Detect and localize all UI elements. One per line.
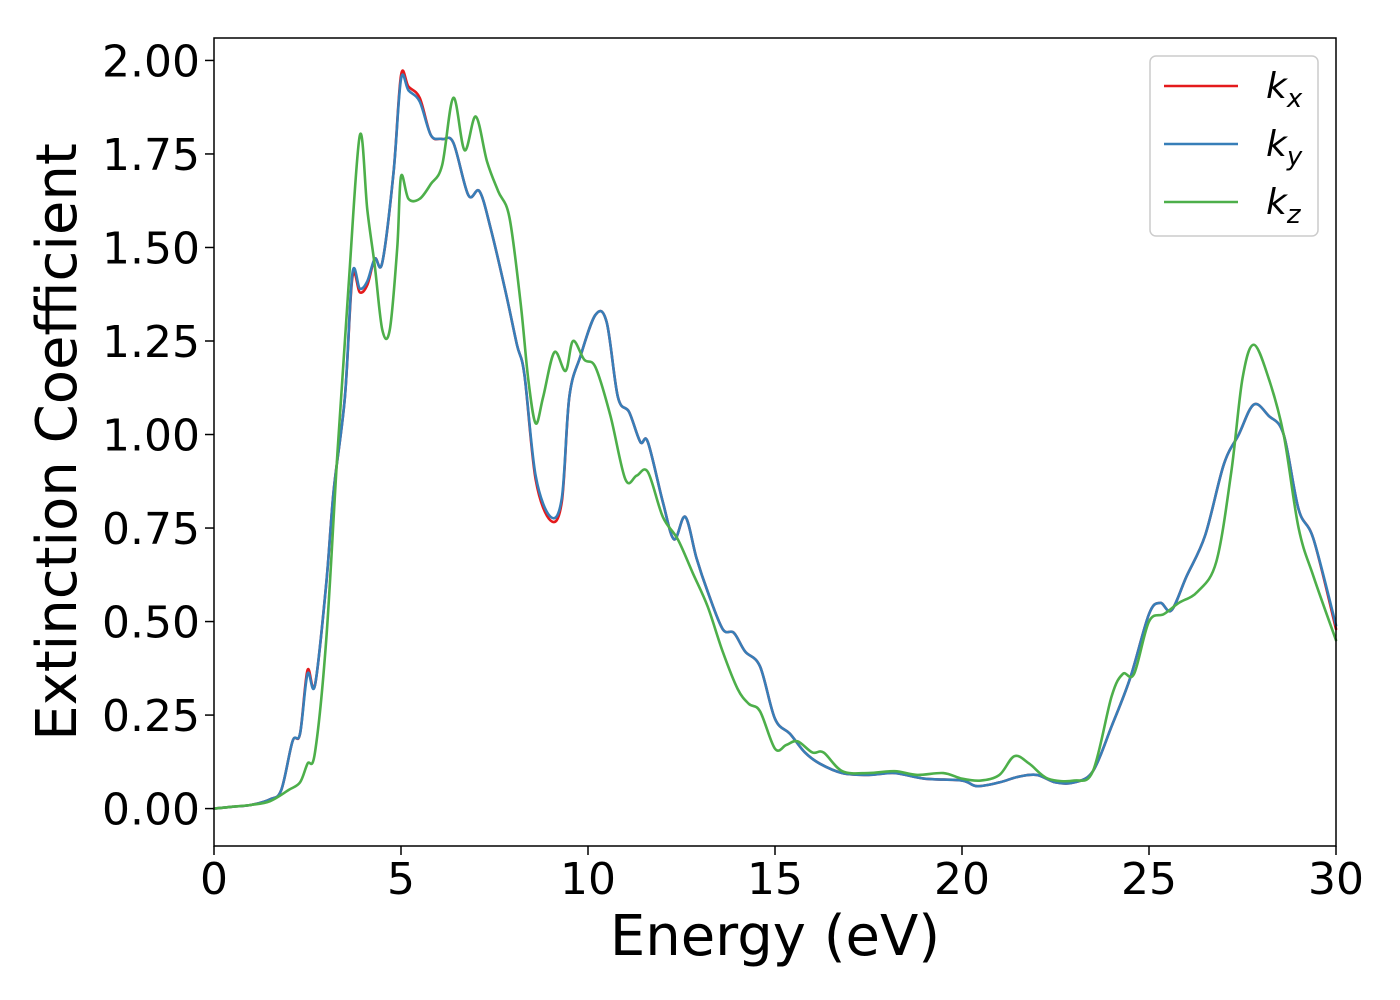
- series-line-ky: [212, 73, 1338, 810]
- x-tick-label: 25: [1121, 854, 1177, 905]
- legend-box: [1149, 55, 1319, 237]
- y-tick-label: 0.25: [102, 691, 200, 742]
- y-tick-label: 1.00: [102, 411, 200, 462]
- x-tick-label: 0: [200, 854, 228, 905]
- x-tick-label: 10: [560, 854, 616, 905]
- y-tick-label: 1.25: [102, 317, 200, 368]
- x-tick-label: 5: [387, 854, 415, 905]
- x-axis-title: Energy (eV): [610, 904, 940, 969]
- y-tick-label: 1.75: [102, 130, 200, 181]
- y-tick-label: 0.00: [102, 785, 200, 836]
- x-axis-ticks: 0 5 10 15 20 25 30: [200, 846, 1364, 905]
- y-axis-ticks: 0.00 0.25 0.50 0.75 1.00 1.25 1.50 1.75 2.00: [102, 36, 214, 836]
- y-tick-label: 0.50: [102, 598, 200, 649]
- y-tick-label: 0.75: [102, 504, 200, 555]
- series-line-kz: [212, 96, 1338, 810]
- x-tick-label: 30: [1308, 854, 1364, 905]
- y-tick-label: 2.00: [102, 36, 200, 87]
- x-tick-label: 15: [747, 854, 803, 905]
- y-axis-title: Extinction Coefficient: [25, 143, 90, 741]
- x-tick-label: 20: [934, 854, 990, 905]
- series-layer: [212, 69, 1338, 810]
- y-tick-label: 1.50: [102, 223, 200, 274]
